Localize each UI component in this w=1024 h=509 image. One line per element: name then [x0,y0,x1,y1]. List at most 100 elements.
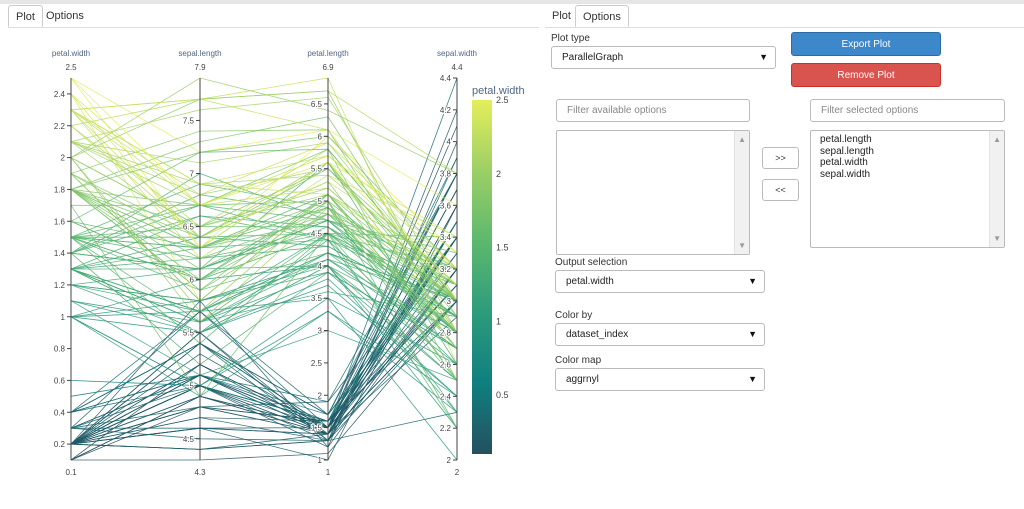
tab-options-left[interactable]: Options [46,10,84,22]
plot-type-select[interactable]: ParallelGraph ▼ [551,46,776,69]
tick-label: 2.6 [440,361,452,370]
color-map-select[interactable]: aggrnyl ▼ [555,368,765,391]
tick-label: 3.2 [440,265,452,274]
top-bar [0,0,1024,4]
data-line [70,161,458,365]
move-right-button[interactable]: >> [762,147,799,169]
axis-max-label: 6.9 [322,63,334,72]
data-line [70,109,458,286]
data-line [70,221,458,422]
axis-max-label: 4.4 [451,63,463,72]
data-line [70,90,458,333]
tick-label: 2.4 [440,392,452,401]
data-line [70,310,458,397]
data-line [70,109,458,259]
tick-label: 0.4 [54,408,66,417]
tick-label: 3 [318,327,323,336]
left-tabs-divider [8,27,539,28]
data-line [70,232,458,429]
scrollbar[interactable] [989,131,1004,247]
data-line [70,125,458,333]
data-line [71,265,458,334]
color-map-value: aggrnyl [566,374,599,385]
scroll-down-icon[interactable]: ▼ [993,234,1001,243]
data-line [70,98,458,302]
tick-label: 3.6 [440,201,452,210]
data-line [70,252,458,445]
data-line [70,284,458,445]
data-line [70,93,458,286]
tick-label: 4.4 [440,74,452,83]
tick-label: 2 [318,391,323,400]
data-line [70,189,458,302]
data-line [70,77,458,174]
tick-label: 3 [447,297,452,306]
list-item[interactable]: sepal.length [820,145,874,157]
tab-plot-left[interactable]: Plot [8,5,43,27]
data-line [70,297,458,365]
data-line [70,300,458,381]
remove-plot-button[interactable]: Remove Plot [791,63,941,87]
tick-label: 0.2 [54,440,66,449]
move-left-button[interactable]: << [762,179,799,201]
selected-options-list[interactable]: petal.length sepal.length petal.width se… [810,130,1005,248]
colorbar-tick-label: 1.5 [496,243,509,253]
data-line [70,77,458,206]
tick-label: 1.5 [311,424,323,433]
right-tabs-divider [545,27,1024,28]
data-line [70,168,458,286]
tick-label: 5.5 [183,329,195,338]
scroll-down-icon[interactable]: ▼ [738,241,746,250]
color-map-label: Color map [555,355,602,366]
tab-options-right[interactable]: Options [575,5,629,27]
tick-label: 3.8 [440,170,452,179]
tick-label: 2.4 [54,90,66,99]
output-selection-label: Output selection [555,257,628,268]
tick-label: 4.5 [183,435,195,444]
data-line [70,252,458,416]
data-line [70,77,458,254]
tick-label: 3.5 [311,294,323,303]
data-line [70,173,458,381]
color-by-label: Color by [555,310,593,321]
tick-label: 2.2 [440,424,452,433]
axis-max-label: 7.9 [194,63,206,72]
filter-available-input[interactable]: Filter available options [556,99,750,122]
tab-plot-right[interactable]: Plot [552,10,571,22]
data-line [70,96,458,302]
data-line [70,284,458,445]
parallel-coordinates-chart[interactable]: petal.width2.50.10.20.40.60.811.21.41.61… [0,30,545,500]
color-by-select[interactable]: dataset_index ▼ [555,323,765,346]
export-plot-button[interactable]: Export Plot [791,32,941,56]
data-line [70,141,458,286]
tick-label: 6 [190,276,195,285]
list-item[interactable]: petal.width [820,157,868,168]
plot-type-label: Plot type [551,33,590,44]
data-line [70,116,458,318]
axis-title: sepal.width [437,49,477,58]
list-item[interactable]: petal.length [820,134,872,145]
scroll-up-icon[interactable]: ▲ [993,135,1001,144]
data-line [70,173,458,413]
list-item[interactable]: sepal.width [820,168,871,180]
colorbar-tick-label: 0.5 [496,390,509,400]
colorbar-tick-label: 2.5 [496,95,509,105]
tick-label: 0.6 [54,376,66,385]
tick-label: 2.2 [54,122,66,131]
filter-selected-input[interactable]: Filter selected options [810,99,1005,122]
scroll-up-icon[interactable]: ▲ [738,135,746,144]
colorbar-title: petal.width [472,85,525,97]
tick-label: 6.5 [183,223,195,232]
available-options-list[interactable]: ▲ ▼ [556,130,750,255]
data-line [70,189,458,445]
tick-label: 3.4 [440,233,452,242]
tick-label: 5 [318,197,323,206]
tick-label: 4 [318,262,323,271]
scrollbar[interactable] [734,131,749,254]
output-selection-value: petal.width [566,276,614,287]
data-line [70,148,458,302]
data-line [70,205,458,461]
data-line [70,173,458,429]
output-selection-select[interactable]: petal.width ▼ [555,270,765,293]
data-line [71,300,458,461]
